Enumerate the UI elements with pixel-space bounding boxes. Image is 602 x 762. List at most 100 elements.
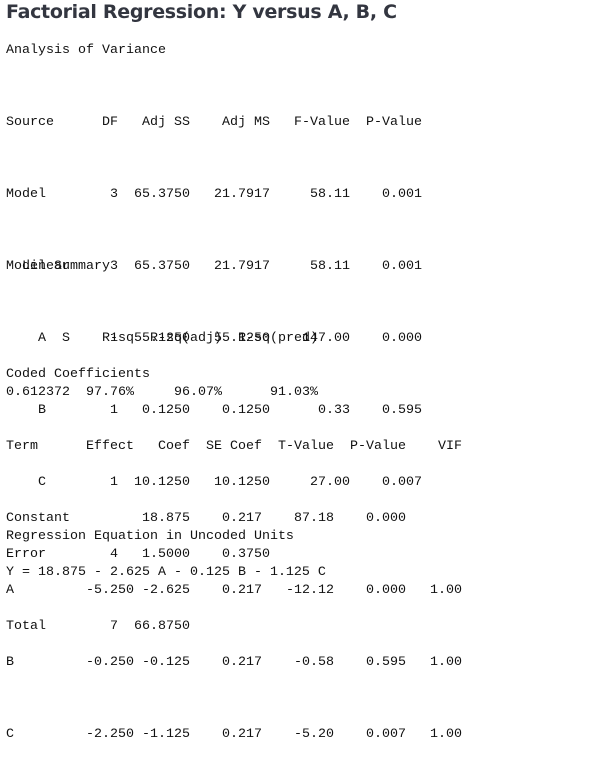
term: Constant <box>6 511 70 526</box>
col-df: DF <box>102 115 118 130</box>
equation-heading: Regression Equation in Uncoded Units <box>6 529 294 544</box>
source: Linear <box>6 259 70 274</box>
df: 1 <box>110 475 118 490</box>
table-row: B 1 0.1250 0.1250 0.33 0.595 <box>6 402 422 420</box>
source: A <box>6 331 46 346</box>
adj-ms: 55.1250 <box>214 331 270 346</box>
col-adj-ms: Adj MS <box>222 115 270 130</box>
col-r-sq-pred: R-sq(pred) <box>238 331 318 346</box>
regression-equation: Y = 18.875 - 2.625 A - 0.125 B - 1.125 C <box>6 565 326 580</box>
source: C <box>6 475 46 490</box>
term: C <box>6 727 14 742</box>
model-summary-header-row: S R-sq R-sq(adj) R-sq(pred) <box>6 330 318 348</box>
f-value: 58.11 <box>310 259 350 274</box>
table-row: Model 3 65.3750 21.7917 58.11 0.001 <box>6 186 422 204</box>
col-se-coef: SE Coef <box>206 439 262 454</box>
p-value: 0.001 <box>382 259 422 274</box>
col-s: S <box>62 331 70 346</box>
t-value: -0.58 <box>294 655 334 670</box>
se-coef: 0.217 <box>222 511 262 526</box>
col-term: Term <box>6 439 38 454</box>
t-value: -5.20 <box>294 727 334 742</box>
df: 1 <box>110 331 118 346</box>
coefficients-header-row: Term Effect Coef SE Coef T-Value P-Value VIF <box>6 438 462 456</box>
effect: -0.250 <box>86 655 134 670</box>
r-sq-adj-value: 96.07% <box>174 385 222 400</box>
table-row: A -5.250 -2.625 0.217 -12.12 0.000 1.00 <box>6 582 462 600</box>
table-row: C -2.250 -1.125 0.217 -5.20 0.007 1.00 <box>6 726 462 744</box>
vif: 1.00 <box>430 655 462 670</box>
effect: -2.250 <box>86 727 134 742</box>
coef: -1.125 <box>142 727 190 742</box>
f-value: 58.11 <box>310 187 350 202</box>
col-coef: Coef <box>158 439 190 454</box>
se-coef: 0.217 <box>222 655 262 670</box>
adj-ms: 21.7917 <box>214 187 270 202</box>
source: Error <box>6 547 46 562</box>
col-r-sq-adj: R-sq(adj) <box>150 331 222 346</box>
source: B <box>6 403 46 418</box>
adj-ms: 21.7917 <box>214 259 270 274</box>
col-p-value: P-Value <box>350 439 406 454</box>
df: 1 <box>110 403 118 418</box>
adj-ss: 1.5000 <box>142 547 190 562</box>
model-summary-table: S R-sq R-sq(adj) R-sq(pred) 0.612372 97.76% 9… <box>6 294 318 420</box>
anova-header-row: Source DF Adj SS Adj MS F-Value P-Value <box>6 114 422 132</box>
df: 3 <box>110 259 118 274</box>
df: 4 <box>110 547 118 562</box>
table-row: Linear 3 65.3750 21.7917 58.11 0.001 <box>6 258 422 276</box>
effect: -5.250 <box>86 583 134 598</box>
model-summary-values-row: 0.612372 97.76% 96.07% 91.03% <box>6 384 318 402</box>
se-coef: 0.217 <box>222 583 262 598</box>
adj-ms: 0.3750 <box>222 547 270 562</box>
adj-ms: 10.1250 <box>214 475 270 490</box>
coefficients-heading: Coded Coefficients <box>6 367 150 382</box>
p-value: 0.595 <box>366 655 406 670</box>
model-summary-heading: Model Summary <box>6 259 110 274</box>
p-value: 0.007 <box>382 475 422 490</box>
term: B <box>6 655 14 670</box>
adj-ss: 65.3750 <box>134 187 190 202</box>
t-value: 87.18 <box>294 511 334 526</box>
p-value: 0.000 <box>366 511 406 526</box>
source: Model <box>6 187 46 202</box>
s-value: 0.612372 <box>6 385 70 400</box>
adj-ss: 10.1250 <box>134 475 190 490</box>
se-coef: 0.217 <box>222 727 262 742</box>
table-row: Error 4 1.5000 0.3750 <box>6 546 422 564</box>
p-value: 0.007 <box>366 727 406 742</box>
term: A <box>6 583 14 598</box>
adj-ss: 55.1250 <box>134 331 190 346</box>
df: 3 <box>110 187 118 202</box>
p-value: 0.595 <box>382 403 422 418</box>
f-value: 27.00 <box>310 475 350 490</box>
adj-ss: 65.3750 <box>134 259 190 274</box>
adj-ms: 0.1250 <box>222 403 270 418</box>
r-sq-value: 97.76% <box>86 385 134 400</box>
f-value: 0.33 <box>318 403 350 418</box>
table-row: Constant 18.875 0.217 87.18 0.000 <box>6 510 462 528</box>
p-value: 0.001 <box>382 187 422 202</box>
coefficients-table: Term Effect Coef SE Coef T-Value P-Value VIF C… <box>6 402 462 762</box>
table-row: B -0.250 -0.125 0.217 -0.58 0.595 1.00 <box>6 654 462 672</box>
page-title: Factorial Regression: Y versus A, B, C <box>6 1 397 23</box>
col-p-value: P-Value <box>366 115 422 130</box>
col-r-sq: R-sq <box>102 331 134 346</box>
col-f-value: F-Value <box>294 115 350 130</box>
f-value: 147.00 <box>302 331 350 346</box>
p-value: 0.000 <box>366 583 406 598</box>
coef: -2.625 <box>142 583 190 598</box>
vif: 1.00 <box>430 583 462 598</box>
t-value: -12.12 <box>286 583 334 598</box>
col-vif: VIF <box>438 439 462 454</box>
col-t-value: T-Value <box>278 439 334 454</box>
r-sq-pred-value: 91.03% <box>270 385 318 400</box>
vif: 1.00 <box>430 727 462 742</box>
table-row: C 1 10.1250 10.1250 27.00 0.007 <box>6 474 422 492</box>
anova-heading: Analysis of Variance <box>6 43 166 58</box>
p-value: 0.000 <box>382 331 422 346</box>
adj-ss: 0.1250 <box>142 403 190 418</box>
col-adj-ss: Adj SS <box>142 115 190 130</box>
coef: -0.125 <box>142 655 190 670</box>
col-effect: Effect <box>86 439 134 454</box>
